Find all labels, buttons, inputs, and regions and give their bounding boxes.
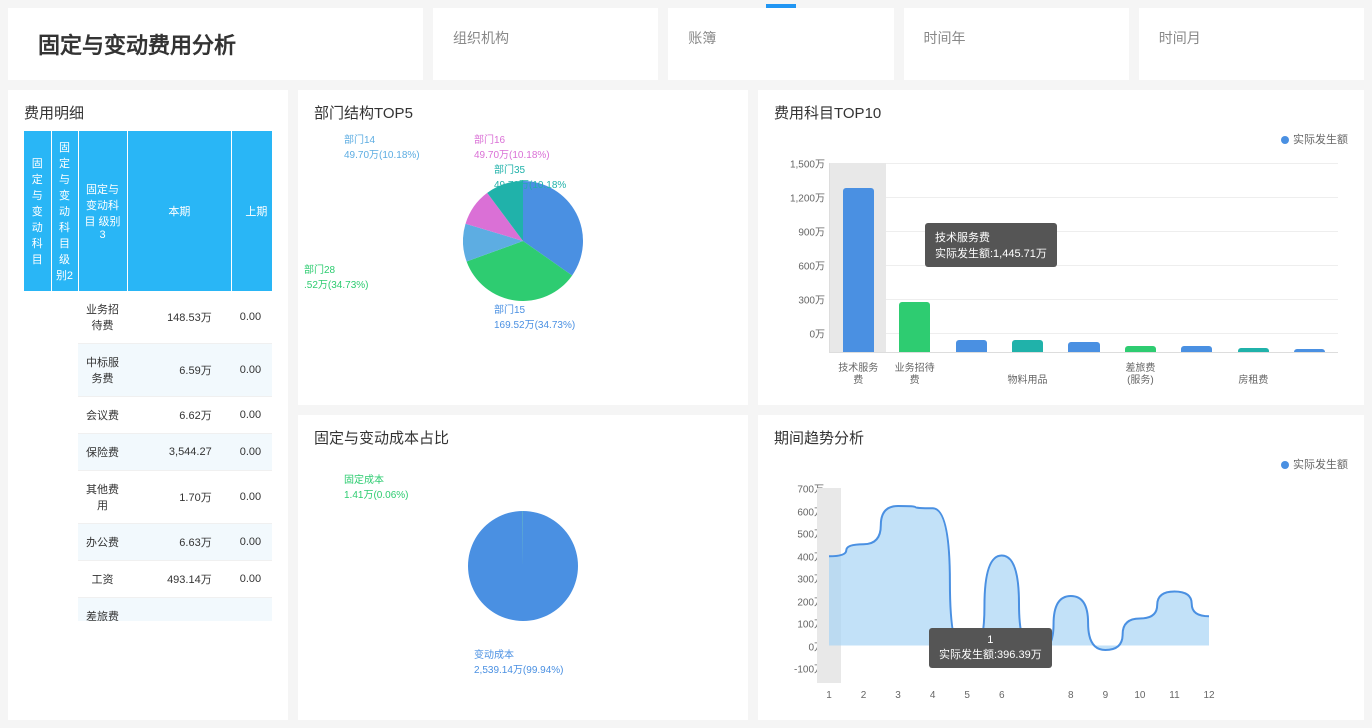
tooltip: 1实际发生额:396.39万 (929, 628, 1052, 668)
line-chart-trend[interactable]: -100万0万100万200万300万400万500万600万700万12345… (774, 478, 1348, 708)
panel-trend: 期间趋势分析 实际发生额 -100万0万100万200万300万400万500万… (758, 415, 1364, 720)
bar[interactable] (899, 302, 930, 352)
panel-subject-top10: 费用科目TOP10 实际发生额 0万300万600万900万1,200万1,50… (758, 90, 1364, 405)
bar[interactable] (1294, 349, 1325, 352)
legend: 实际发生额 (774, 131, 1348, 147)
pie-slice-label: 固定成本1.41万(0.06%) (344, 471, 408, 501)
bar-chart-top10[interactable]: 0万300万600万900万1,200万1,500万技术服务费业务招待费物料用品… (774, 153, 1348, 393)
panel-cost-ratio: 固定与变动成本占比 变动成本2,539.14万(99.94%) 固定成本1.41万… (298, 415, 748, 720)
filter-month[interactable]: 时间月 (1139, 8, 1364, 80)
pie-slice-label: 部门3549.70万(10.18% (494, 161, 566, 191)
bar[interactable] (1125, 346, 1156, 352)
pie-slice-label: 变动成本2,539.14万(99.94%) (474, 646, 564, 676)
table-header[interactable]: 固定与变动科目 (24, 131, 51, 291)
filter-ledger[interactable]: 账簿 (668, 8, 893, 80)
pie-chart-top5[interactable]: 部门15169.52万(34.73%)部门28.52万(34.73%)部门144… (314, 131, 732, 351)
page-title: 固定与变动费用分析 (38, 28, 393, 60)
panel-dept-top5: 部门结构TOP5 部门15169.52万(34.73%)部门28.52万(34.… (298, 90, 748, 405)
tooltip: 技术服务费实际发生额:1,445.71万 (925, 223, 1057, 267)
table-header[interactable]: 固定与变动科目 级别3 (78, 131, 127, 291)
panel-title: 费用科目TOP10 (774, 102, 1348, 123)
header-row: 固定与变动费用分析 组织机构 账簿 时间年 时间月 (8, 8, 1364, 80)
page-title-box: 固定与变动费用分析 (8, 8, 423, 80)
legend: 实际发生额 (774, 456, 1348, 472)
panel-title: 部门结构TOP5 (314, 102, 732, 123)
panel-detail: 费用明细 固定与变动科目固定与变动科目 级别2固定与变动科目 级别3本期上期环比… (8, 90, 288, 720)
bar[interactable] (1068, 342, 1099, 352)
pie-slice-label: 部门1649.70万(10.18%) (474, 131, 550, 161)
panel-title: 期间趋势分析 (774, 427, 1348, 448)
panel-title: 费用明细 (24, 102, 272, 123)
pie-slice-label: 部门1449.70万(10.18%) (344, 131, 420, 161)
panel-title: 固定与变动成本占比 (314, 427, 732, 448)
bar[interactable] (843, 188, 874, 352)
pie-chart-ratio[interactable]: 变动成本2,539.14万(99.94%) 固定成本1.41万(0.06%) (314, 456, 732, 676)
pie-slice-label: 部门28.52万(34.73%) (304, 261, 368, 291)
bar[interactable] (1238, 348, 1269, 352)
detail-table: 固定与变动科目固定与变动科目 级别2固定与变动科目 级别3本期上期环比差变动成本… (24, 131, 272, 621)
table-header[interactable]: 固定与变动科目 级别2 (51, 131, 78, 291)
table-scroll[interactable]: 固定与变动科目固定与变动科目 级别2固定与变动科目 级别3本期上期环比差变动成本… (24, 131, 272, 621)
bar[interactable] (1012, 340, 1043, 352)
table-header[interactable]: 本期 (127, 131, 232, 291)
bar[interactable] (1181, 346, 1212, 352)
bar[interactable] (956, 340, 987, 352)
table-header[interactable]: 上期 (232, 131, 272, 291)
pie-slice-label: 部门15169.52万(34.73%) (494, 301, 575, 331)
filter-year[interactable]: 时间年 (904, 8, 1129, 80)
filter-org[interactable]: 组织机构 (433, 8, 658, 80)
table-row[interactable]: 变动成本销售费用业务招待费148.53万0.00 (24, 291, 272, 344)
